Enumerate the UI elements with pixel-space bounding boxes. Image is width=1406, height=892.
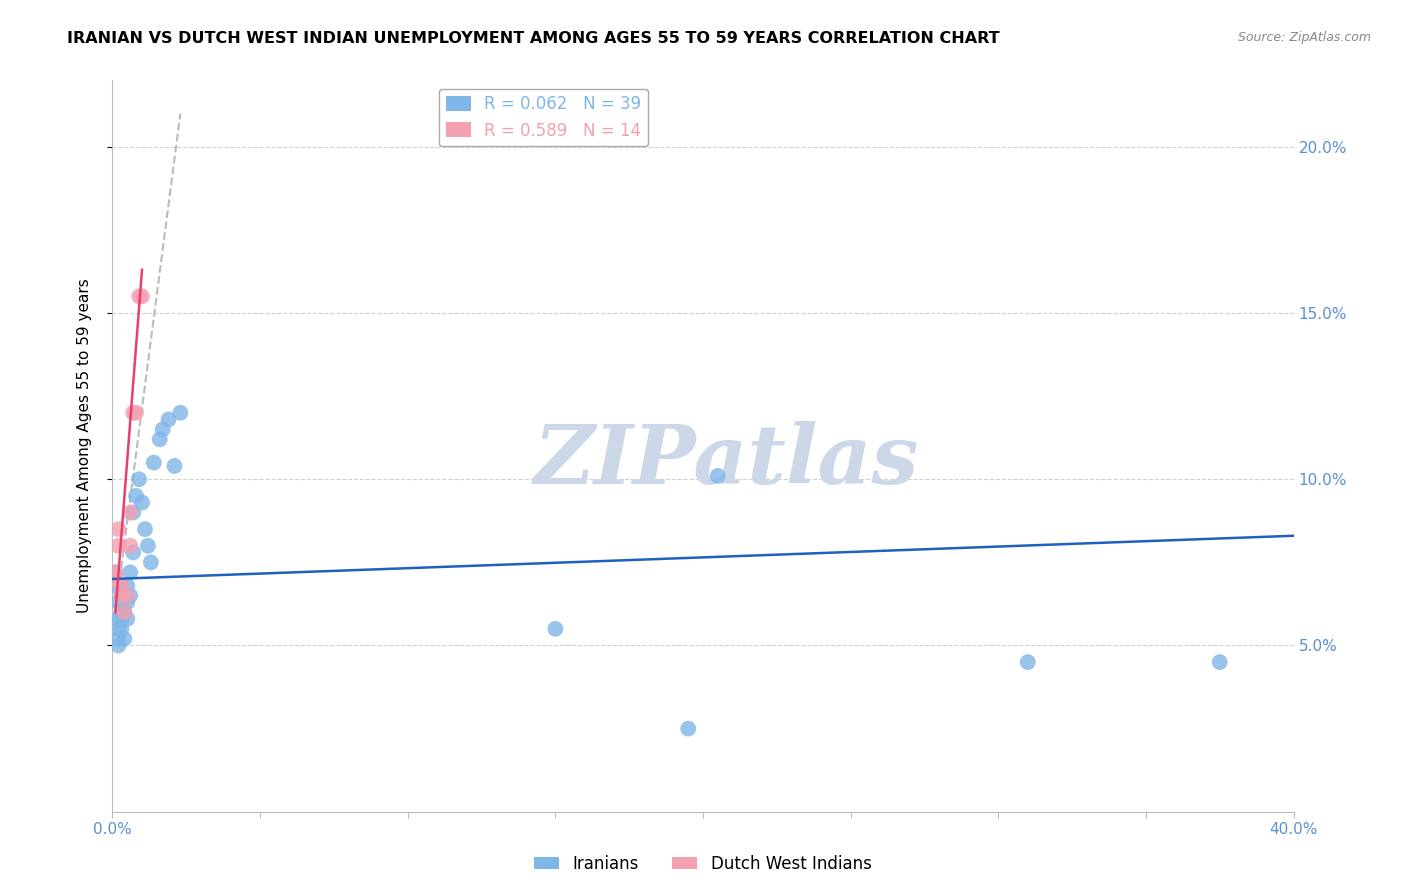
Text: IRANIAN VS DUTCH WEST INDIAN UNEMPLOYMENT AMONG AGES 55 TO 59 YEARS CORRELATION : IRANIAN VS DUTCH WEST INDIAN UNEMPLOYMEN… (67, 31, 1000, 46)
Point (125, 489, 148, 503)
Point (134, 522, 156, 536)
Point (107, 632, 129, 646)
Point (110, 579, 132, 593)
Point (104, 572, 127, 586)
Point (110, 589, 132, 603)
Point (678, 722, 700, 736)
Point (112, 589, 135, 603)
Point (110, 605, 132, 619)
Point (136, 539, 159, 553)
Point (110, 589, 132, 603)
Text: Source: ZipAtlas.com: Source: ZipAtlas.com (1237, 31, 1371, 45)
Point (117, 589, 138, 603)
Point (120, 506, 142, 520)
Point (104, 566, 127, 580)
Point (107, 639, 129, 653)
Point (149, 433, 172, 447)
Point (107, 612, 129, 626)
Point (139, 555, 162, 569)
Point (122, 545, 145, 559)
Point (169, 406, 191, 420)
Point (125, 406, 148, 420)
Point (107, 622, 129, 636)
Point (131, 495, 153, 509)
Point (120, 589, 142, 603)
Point (122, 506, 145, 520)
Point (110, 612, 132, 626)
Point (120, 539, 142, 553)
Point (706, 469, 728, 483)
Point (112, 605, 135, 619)
Point (107, 595, 129, 609)
Point (110, 622, 132, 636)
Legend: R = 0.062   N = 39, R = 0.589   N = 14: R = 0.062 N = 39, R = 0.589 N = 14 (439, 88, 648, 146)
Point (120, 566, 142, 580)
Point (131, 289, 153, 303)
Text: ZIPatlas: ZIPatlas (534, 421, 920, 500)
Point (152, 422, 174, 436)
Point (142, 456, 165, 470)
Point (117, 595, 138, 609)
Point (1208, 655, 1232, 669)
Point (117, 612, 138, 626)
Point (110, 579, 132, 593)
Point (122, 406, 145, 420)
Legend: Iranians, Dutch West Indians: Iranians, Dutch West Indians (527, 848, 879, 880)
Point (128, 472, 150, 486)
Point (112, 632, 135, 646)
Point (128, 289, 150, 303)
Point (107, 539, 129, 553)
Point (107, 522, 129, 536)
Point (1017, 655, 1039, 669)
Point (117, 579, 138, 593)
Point (112, 605, 135, 619)
Y-axis label: Unemployment Among Ages 55 to 59 years: Unemployment Among Ages 55 to 59 years (77, 278, 91, 614)
Point (544, 622, 567, 636)
Point (157, 412, 180, 426)
Point (104, 579, 127, 593)
Point (163, 458, 186, 473)
Point (104, 566, 127, 580)
